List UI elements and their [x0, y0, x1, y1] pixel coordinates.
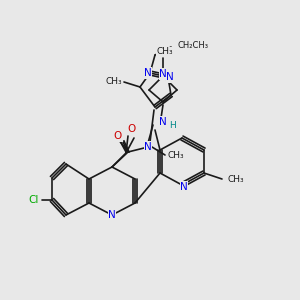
Text: O: O — [127, 124, 135, 134]
Text: N: N — [166, 72, 174, 82]
Text: H: H — [169, 121, 176, 130]
Text: CH₃: CH₃ — [168, 151, 184, 160]
Text: N: N — [159, 117, 167, 127]
Text: N: N — [108, 210, 116, 220]
Text: N: N — [180, 182, 188, 192]
Text: N: N — [144, 142, 152, 152]
Text: Cl: Cl — [29, 195, 39, 205]
Text: CH₂CH₃: CH₂CH₃ — [178, 40, 209, 50]
Text: O: O — [114, 131, 122, 141]
Text: CH₃: CH₃ — [105, 77, 122, 86]
Text: N: N — [144, 68, 152, 78]
Text: CH₃: CH₃ — [157, 47, 173, 56]
Text: N: N — [159, 69, 167, 79]
Text: CH₃: CH₃ — [227, 175, 244, 184]
